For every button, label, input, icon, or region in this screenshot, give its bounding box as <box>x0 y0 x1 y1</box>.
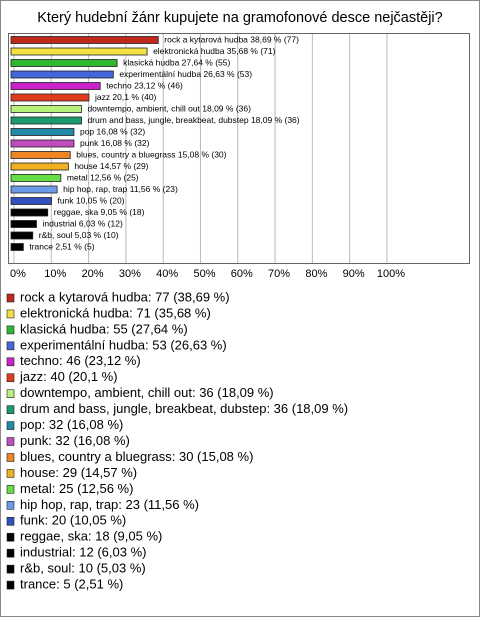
bar <box>10 220 37 228</box>
bar <box>10 116 82 125</box>
legend-swatch <box>6 405 15 414</box>
value-label: jazz 20,1 % (40) <box>94 92 157 102</box>
x-tick-label: 100% <box>377 268 405 280</box>
bar <box>10 139 75 148</box>
legend-swatch <box>6 469 15 478</box>
value-label: reggae, ska 9,05 % (18) <box>54 207 145 217</box>
value-label: drum and bass, jungle, breakbeat, dubste… <box>87 115 299 125</box>
legend-swatch <box>6 580 15 590</box>
legend-swatch <box>6 357 15 367</box>
x-tick-label: 90% <box>343 268 365 280</box>
value-label: downtempo, ambient, chill out 18,09 % (3… <box>87 103 251 113</box>
legend-swatch <box>6 485 15 494</box>
value-label: trance 2,51 % (5) <box>29 241 94 251</box>
bar <box>10 243 24 251</box>
bar <box>10 151 71 159</box>
bar <box>10 231 34 240</box>
x-tick-label: 10% <box>44 268 66 280</box>
legend-swatch <box>6 421 15 430</box>
legend-swatch <box>6 532 15 542</box>
legend-swatch <box>6 389 15 399</box>
legend-label: rock a kytarová hudba: 77 (38,69 %) <box>20 289 230 304</box>
x-tick-label: 80% <box>305 268 327 280</box>
bar <box>10 174 62 182</box>
legend-swatch <box>6 564 15 574</box>
value-label: punk 16,08 % (32) <box>80 138 150 148</box>
value-label: rock a kytarová hudba 38,69 % (77) <box>164 34 299 44</box>
bar <box>10 59 118 67</box>
bar <box>10 70 114 79</box>
value-label: funk 10,05 % (20) <box>57 195 124 205</box>
legend-label: trance: 5 (2,51 %) <box>20 577 123 592</box>
legend-label: jazz: 40 (20,1 %) <box>19 369 118 384</box>
x-tick-label: 30% <box>119 268 141 280</box>
legend-swatch <box>6 341 15 351</box>
legend-swatch <box>6 453 15 462</box>
bar <box>10 208 49 217</box>
value-label: blues, country a bluegrass 15,08 % (30) <box>76 149 226 159</box>
legend-label: industrial: 12 (6,03 %) <box>20 545 146 560</box>
x-tick-label: 20% <box>82 268 104 280</box>
bar <box>10 36 159 44</box>
chart-title: Který hudební žánr kupujete na gramofono… <box>37 10 442 26</box>
bar <box>10 82 101 90</box>
value-label: pop 16,08 % (32) <box>80 126 145 136</box>
value-label: metal 12,56 % (25) <box>67 172 139 182</box>
legend-swatch <box>6 325 15 335</box>
value-label: klasická hudba 27,64 % (55) <box>123 57 230 67</box>
legend-label: funk: 20 (10,05 %) <box>20 513 126 528</box>
legend-swatch <box>6 548 15 558</box>
x-tick-label: 60% <box>231 268 253 280</box>
x-tick-label: 0% <box>10 268 26 280</box>
legend-label: klasická hudba: 55 (27,64 %) <box>20 321 188 336</box>
legend-swatch <box>6 293 15 303</box>
value-label: r&b, soul 5,03 % (10) <box>39 230 119 240</box>
x-tick-label: 40% <box>156 268 178 280</box>
legend-label: elektronická hudba: 71 (35,68 %) <box>20 305 211 320</box>
x-tick-label: 50% <box>193 268 215 280</box>
value-label: experimentální hudba 26,63 % (53) <box>119 69 252 79</box>
legend-label: r&b, soul: 10 (5,03 %) <box>20 561 146 576</box>
legend-label: downtempo, ambient, chill out: 36 (18,09… <box>20 385 274 400</box>
value-label: industrial 6,03 % (12) <box>42 218 122 228</box>
bar <box>10 47 148 56</box>
value-label: elektronická hudba 35,68 % (71) <box>153 46 276 56</box>
bar <box>10 128 75 136</box>
bar <box>10 93 90 102</box>
legend-swatch <box>6 309 15 319</box>
legend-label: metal: 25 (12,56 %) <box>20 481 133 496</box>
x-tick-label: 70% <box>268 268 290 280</box>
value-label: hip hop, rap, trap 11,56 % (23) <box>63 184 178 194</box>
legend-label: pop: 32 (16,08 %) <box>20 417 123 432</box>
legend-label: house: 29 (14,57 %) <box>20 465 137 480</box>
legend-label: techno: 46 (23,12 %) <box>20 353 141 368</box>
legend-swatch <box>6 516 15 526</box>
legend-label: blues, country a bluegrass: 30 (15,08 %) <box>20 449 253 464</box>
legend-label: drum and bass, jungle, breakbeat, dubste… <box>20 401 348 416</box>
bar <box>10 162 69 171</box>
legend-swatch <box>6 373 15 383</box>
value-label: techno 23,12 % (46) <box>106 80 183 90</box>
legend-label: reggae, ska: 18 (9,05 %) <box>20 529 162 544</box>
bar <box>10 105 82 113</box>
legend-swatch <box>6 501 15 510</box>
legend-label: punk: 32 (16,08 %) <box>20 433 130 448</box>
legend-label: experimentální hudba: 53 (26,63 %) <box>20 337 227 352</box>
legend-label: hip hop, rap, trap: 23 (11,56 %) <box>20 497 199 512</box>
bar <box>10 185 58 194</box>
legend-swatch <box>6 437 15 446</box>
value-label: house 14,57 % (29) <box>74 161 148 171</box>
bar <box>10 197 52 205</box>
